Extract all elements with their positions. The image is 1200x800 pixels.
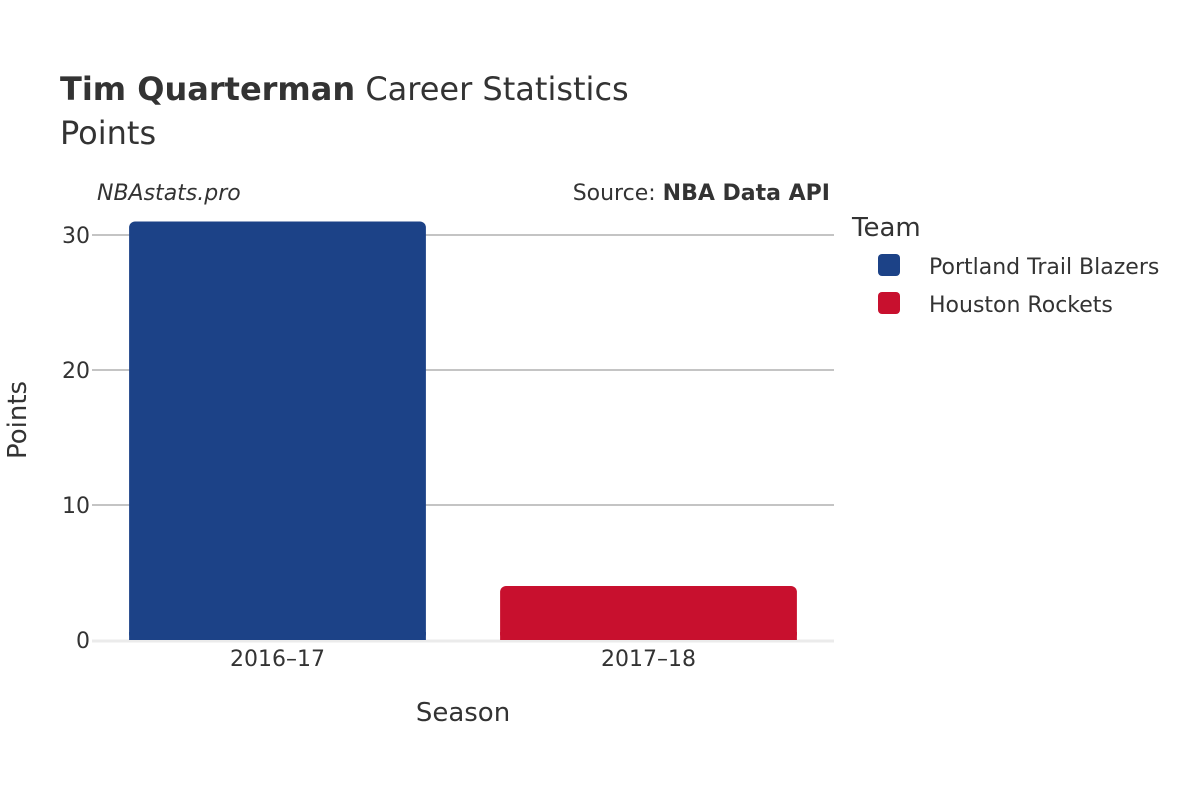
chart-subtitle: Points xyxy=(60,114,156,152)
legend-swatch-0 xyxy=(878,254,900,276)
source-credit: Source: NBA Data API xyxy=(573,181,830,206)
y-tick-label-20: 20 xyxy=(62,359,90,384)
y-tick-label-0: 0 xyxy=(76,629,90,654)
bars xyxy=(129,221,797,640)
chart-title-bold: Tim Quarterman xyxy=(60,70,355,108)
x-tick-label-2016–17: 2016–17 xyxy=(230,647,325,672)
bar-2016–17 xyxy=(129,221,426,640)
x-tick-labels: 2016–17 2017–18 xyxy=(230,647,696,672)
source-name: NBA Data API xyxy=(663,181,830,206)
x-tick-label-2017–18: 2017–18 xyxy=(601,647,696,672)
chart-title: Tim Quarterman Career Statistics xyxy=(60,70,629,108)
source-prefix: Source: xyxy=(573,181,663,206)
y-axis-title: Points xyxy=(3,381,33,459)
y-tick-label-10: 10 xyxy=(62,494,90,519)
legend: Portland Trail Blazers Houston Rockets xyxy=(878,254,1159,318)
chart-title-rest: Career Statistics xyxy=(355,70,629,108)
y-tick-label-30: 30 xyxy=(62,224,90,249)
legend-label-0: Portland Trail Blazers xyxy=(929,255,1159,280)
legend-title: Team xyxy=(851,213,921,243)
site-credit: NBAstats.pro xyxy=(97,181,241,206)
legend-label-1: Houston Rockets xyxy=(929,293,1113,318)
bar-base-2017–18 xyxy=(500,632,797,640)
x-axis-title: Season xyxy=(416,698,510,728)
bar-2017–18 xyxy=(500,586,797,640)
y-tick-labels: 0 10 20 30 xyxy=(62,224,90,654)
legend-swatch-1 xyxy=(878,292,900,314)
bar-base-2016–17 xyxy=(129,632,426,640)
